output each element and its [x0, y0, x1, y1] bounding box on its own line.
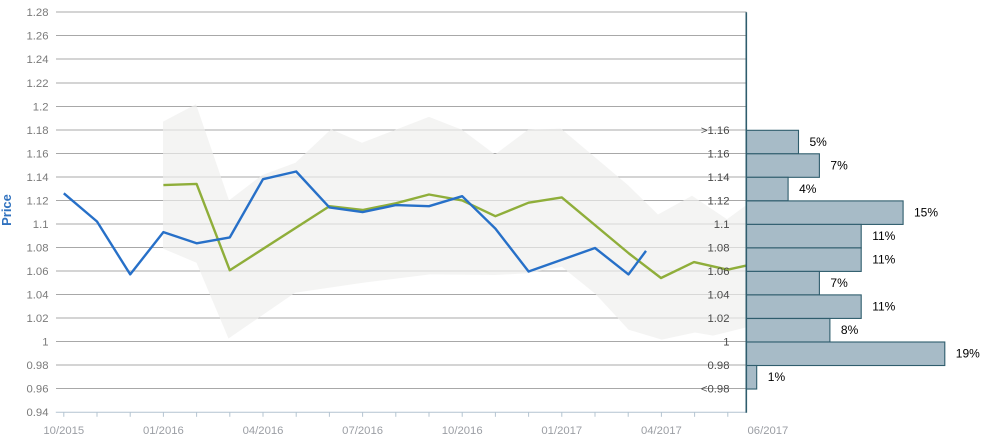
- svg-text:>1.16: >1.16: [701, 125, 730, 137]
- svg-text:11%: 11%: [872, 229, 895, 243]
- svg-text:1.16: 1.16: [27, 148, 49, 160]
- svg-text:04/2016: 04/2016: [243, 425, 284, 437]
- svg-text:1.14: 1.14: [708, 172, 730, 184]
- svg-text:1.28: 1.28: [27, 7, 49, 19]
- svg-text:0.94: 0.94: [27, 407, 49, 419]
- svg-text:1.04: 1.04: [708, 290, 730, 302]
- svg-text:1.02: 1.02: [27, 313, 49, 325]
- svg-text:1.14: 1.14: [27, 172, 49, 184]
- svg-text:0.96: 0.96: [27, 384, 49, 396]
- svg-text:0.98: 0.98: [27, 360, 49, 372]
- svg-text:Price: Price: [0, 194, 14, 226]
- svg-text:07/2016: 07/2016: [342, 425, 383, 437]
- svg-text:1.06: 1.06: [27, 266, 49, 278]
- svg-text:1.04: 1.04: [27, 289, 49, 301]
- svg-text:10/2016: 10/2016: [442, 425, 483, 437]
- svg-text:1.1: 1.1: [714, 219, 730, 231]
- svg-text:8%: 8%: [841, 323, 859, 337]
- svg-text:11%: 11%: [872, 300, 895, 314]
- svg-text:11%: 11%: [872, 253, 895, 267]
- svg-text:10/2015: 10/2015: [43, 425, 84, 437]
- svg-text:1: 1: [42, 337, 48, 349]
- svg-text:01/2017: 01/2017: [541, 425, 582, 437]
- svg-text:15%: 15%: [914, 206, 938, 220]
- svg-text:1.26: 1.26: [27, 31, 49, 43]
- svg-text:1.08: 1.08: [27, 242, 49, 254]
- svg-text:1.2: 1.2: [33, 101, 49, 113]
- svg-text:7%: 7%: [830, 159, 848, 173]
- svg-text:1.12: 1.12: [27, 195, 49, 207]
- svg-text:1.08: 1.08: [708, 243, 730, 255]
- svg-text:4%: 4%: [799, 182, 817, 196]
- svg-text:1.02: 1.02: [708, 313, 730, 325]
- svg-text:5%: 5%: [810, 135, 828, 149]
- svg-text:04/2017: 04/2017: [641, 425, 682, 437]
- svg-text:<0.98: <0.98: [701, 384, 730, 396]
- svg-text:1.24: 1.24: [27, 54, 49, 66]
- svg-text:1%: 1%: [768, 370, 786, 384]
- svg-text:1.1: 1.1: [33, 219, 49, 231]
- svg-text:1.22: 1.22: [27, 78, 49, 90]
- svg-text:1: 1: [723, 337, 729, 349]
- svg-text:1.12: 1.12: [708, 196, 730, 208]
- svg-text:06/2017: 06/2017: [748, 425, 789, 437]
- svg-text:1.06: 1.06: [708, 266, 730, 278]
- svg-text:01/2016: 01/2016: [143, 425, 184, 437]
- svg-text:1.16: 1.16: [708, 149, 730, 161]
- svg-text:7%: 7%: [830, 276, 848, 290]
- svg-text:0.98: 0.98: [708, 360, 730, 372]
- svg-text:19%: 19%: [956, 347, 980, 361]
- svg-text:1.18: 1.18: [27, 125, 49, 137]
